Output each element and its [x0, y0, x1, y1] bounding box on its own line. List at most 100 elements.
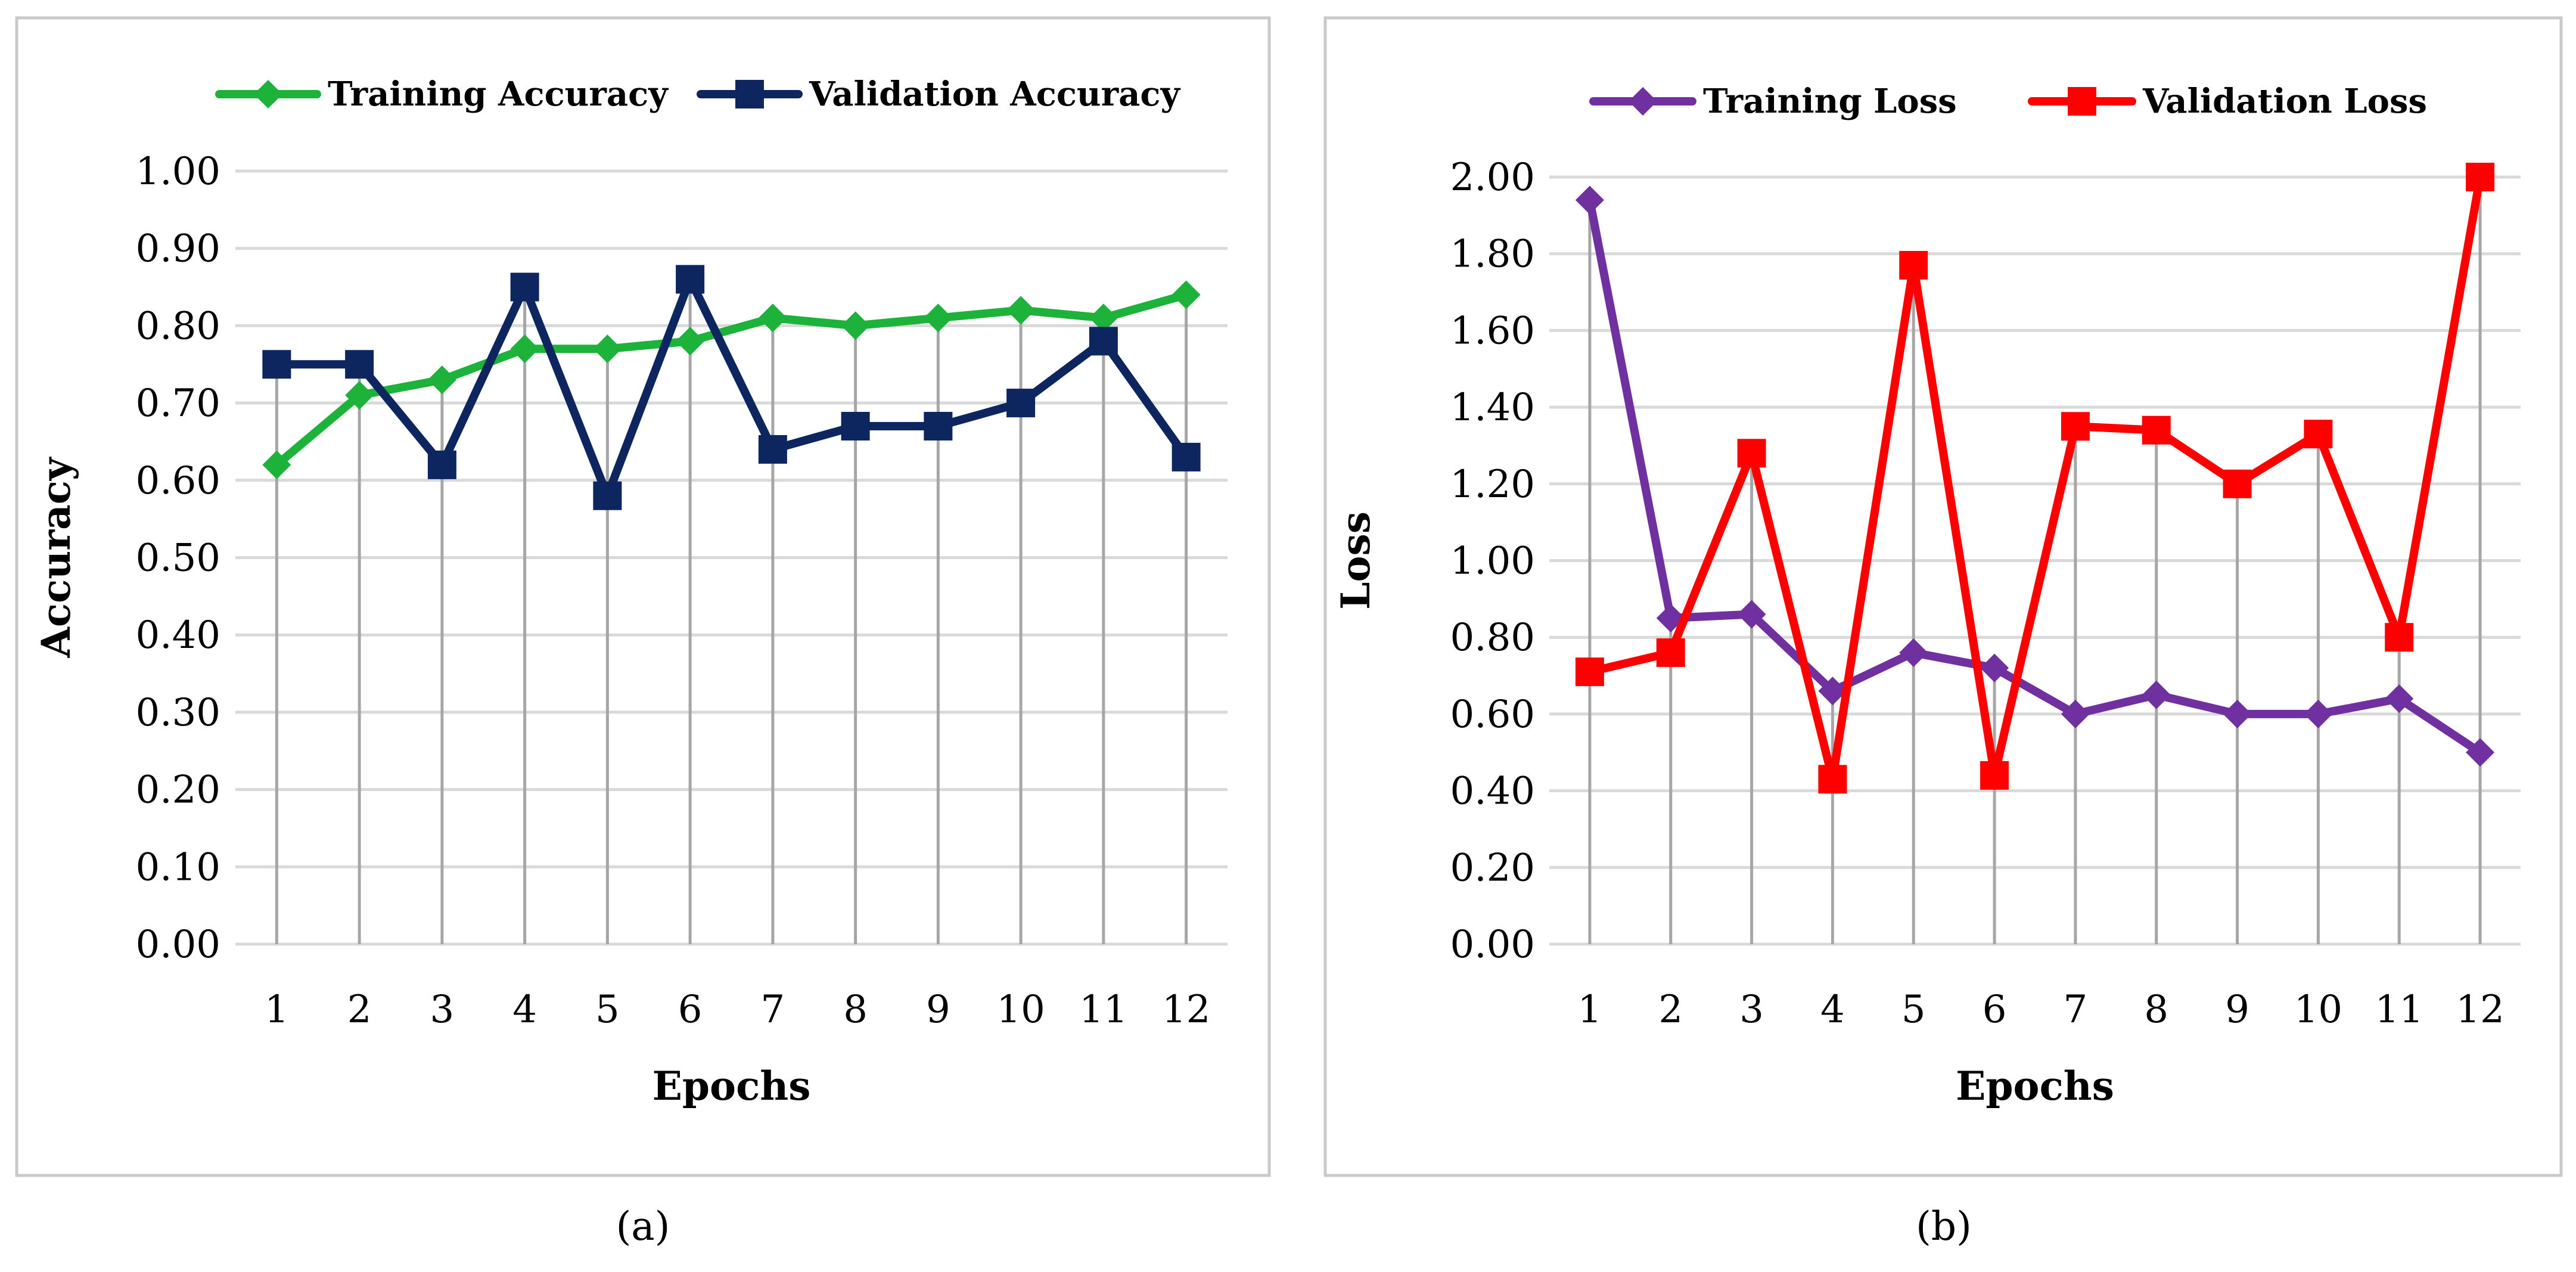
panel-a-training-accuracy-point [924, 303, 953, 333]
panel-b-x-tick-label: 10 [2294, 988, 2342, 1032]
panel-b-validation-loss-point [1980, 761, 2009, 790]
panel-b-y-axis-title: Loss [1332, 511, 1379, 610]
panel-b-gridlines [1549, 175, 2521, 946]
panel-b-validation-loss-point [1575, 657, 1604, 687]
panel-a-x-tick-label: 2 [347, 988, 372, 1032]
panel-b-x-tick-label: 1 [1578, 988, 1602, 1032]
panel-b-validation-loss-point [1737, 439, 1766, 468]
panel-a-y-tick-label: 0.50 [136, 536, 221, 581]
panel-b-legend-swatch-marker [1629, 87, 1657, 116]
panel-b-y-tick-label: 1.00 [1450, 539, 1536, 584]
panel-b-series [1575, 163, 2495, 794]
panel-b-x-tick-label: 2 [1658, 988, 1683, 1032]
panel-b-training-loss-point [2304, 699, 2333, 728]
panel-a-y-tick-label: 0.60 [136, 459, 221, 503]
panel-b-x-axis-title: Epochs [1956, 1063, 2114, 1109]
panel-b-validation-loss-point [2385, 623, 2414, 652]
panel-a-x-axis-title: Epochs [652, 1063, 811, 1109]
panel-a-x-tick-label: 3 [430, 988, 455, 1032]
panel-a-y-tick-label: 0.80 [136, 304, 221, 348]
panel-a-y-tick-label: 0.20 [136, 768, 221, 812]
panel-a-x-tick-label: 6 [678, 988, 703, 1032]
panel-a-training-accuracy-point [1172, 280, 1201, 309]
panel-a-training-accuracy-point [676, 327, 705, 356]
panel-a-x-tick-label: 4 [512, 988, 537, 1032]
panel-b-training-loss-point [1575, 185, 1604, 215]
panel-b-x-tick-label: 7 [2064, 988, 2088, 1032]
panel-b-training-loss-point [1737, 600, 1766, 629]
panel-a-labels: 0.00 0.10 0.20 0.30 0.40 0.50 0.60 0.70 0.80 0.90… [33, 150, 1210, 1109]
panel-a-training-accuracy-point [593, 334, 622, 364]
panel-a-y-tick-label: 0.00 [136, 923, 221, 967]
panel-b-y-tick-label: 0.60 [1450, 693, 1536, 737]
panel-a-y-tick-label: 1.00 [136, 150, 221, 194]
panel-a-validation-accuracy-point [758, 435, 787, 464]
panel-a-x-tick-label: 12 [1162, 988, 1210, 1032]
panel-b-y-tick-label: 1.60 [1450, 309, 1536, 353]
panel-b-validation-loss-point [2142, 415, 2171, 445]
panel-b-x-tick-label: 3 [1739, 988, 1764, 1032]
panel-a-legend-swatch-marker [254, 80, 282, 108]
panel-a-validation-accuracy-point [1172, 442, 1201, 471]
panel-b-training-loss-point [1980, 653, 2009, 682]
panel-b-validation-loss-line [1585, 173, 2485, 784]
panel-a-y-tick-label: 0.40 [136, 613, 221, 657]
panel-b-validation-loss-point [1656, 638, 1685, 667]
panel-b-validation-loss-point [2466, 163, 2495, 191]
panel-a-legend-label: Validation Accuracy [809, 75, 1181, 114]
panel-a-series [262, 265, 1201, 510]
panel-a-validation-accuracy-point [841, 412, 870, 441]
panel-a-training-accuracy-point [841, 311, 870, 340]
panel-a-validation-accuracy-point [510, 272, 539, 302]
panel-a-x-tick-label: 10 [996, 988, 1045, 1032]
panel-b-x-tick-label: 4 [1820, 988, 1845, 1032]
panel-b-y-tick-label: 0.20 [1450, 846, 1536, 890]
panel-a-y-tick-label: 0.90 [136, 227, 221, 271]
panel-a-training-accuracy-point [1006, 296, 1036, 325]
panel-a-validation-accuracy-point [262, 350, 291, 379]
panel-b-validation-loss-point [2304, 420, 2333, 449]
panel-a-training-accuracy-point [427, 365, 456, 395]
panel-a-validation-accuracy-point [924, 412, 953, 441]
caption-a: (a) [616, 1203, 670, 1249]
panel-b-drop-lines [1588, 177, 2482, 944]
panel-a-training-accuracy-point [262, 450, 291, 479]
panel-b-y-tick-label: 0.00 [1450, 923, 1536, 967]
panel-b-training-loss-point [2223, 699, 2252, 728]
panel-a-y-tick-label: 0.70 [136, 381, 221, 426]
panel-b-x-tick-label: 9 [2225, 988, 2249, 1032]
panel-a-training-accuracy-line [272, 290, 1191, 469]
panel-a-frame [15, 16, 1271, 1177]
panel-a-training-accuracy-point [345, 381, 374, 410]
panel-b-training-loss-point [1899, 638, 1928, 667]
panel-a-legend-label: Training Accuracy [328, 75, 669, 114]
panel-b-x-tick-label: 6 [1983, 988, 2007, 1032]
panel-b-training-loss-point [2142, 680, 2171, 709]
panel-b-legend: Training Loss Validation Loss [1589, 82, 2427, 121]
panel-a-validation-accuracy-point [427, 450, 456, 479]
panel-b-x-tick-label: 11 [2375, 988, 2423, 1032]
panel-a-validation-accuracy-point [1089, 327, 1118, 356]
panel-b-y-tick-label: 0.40 [1450, 770, 1536, 814]
panel-a-x-tick-label: 8 [843, 988, 868, 1032]
panel-a-y-tick-label: 0.10 [136, 845, 221, 889]
panel-a-x-tick-label: 1 [265, 988, 289, 1032]
panel-b-frame [1323, 16, 2563, 1177]
panel-a-training-accuracy-point [758, 303, 787, 333]
panel-a-validation-accuracy-point [593, 481, 622, 510]
panel-b-y-tick-label: 1.80 [1450, 232, 1536, 277]
panel-a-x-tick-label: 9 [926, 988, 950, 1032]
panel-b-validation-loss-point [2223, 469, 2252, 498]
panel-a-training-accuracy-point [1089, 303, 1118, 333]
panel-a-legend: Training Accuracy Validation Accuracy [215, 75, 1181, 114]
panel-a-y-tick-label: 0.30 [136, 691, 221, 735]
panel-b-y-tick-label: 1.40 [1450, 386, 1536, 430]
panel-a-accuracy-chart: 0.00 0.10 0.20 0.30 0.40 0.50 0.60 0.70 0.80 0.90… [33, 75, 1228, 1109]
panel-b-legend-label: Training Loss [1703, 82, 1957, 121]
panel-b-x-tick-label: 8 [2144, 988, 2168, 1032]
caption-b: (b) [1916, 1203, 1972, 1249]
panel-b-training-loss-point [2466, 738, 2495, 767]
panel-b-legend-label: Validation Loss [2142, 82, 2427, 121]
panel-b-loss-chart: 0.00 0.20 0.40 0.60 0.80 1.00 1.20 1.40 1.60 1.80… [1332, 82, 2521, 1109]
